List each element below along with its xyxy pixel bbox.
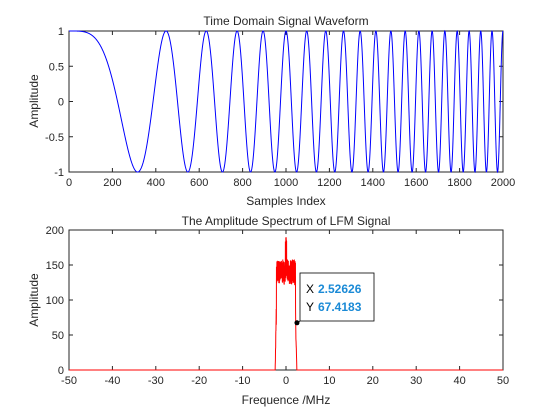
time-domain-x-tick-label: 400 [147, 177, 165, 189]
time-domain-y-tick-label: -0.5 [45, 132, 64, 144]
time-domain-plot-box [68, 30, 504, 173]
spectrum-x-tick-label: -30 [148, 375, 164, 387]
time-domain-x-tick-label: 200 [103, 177, 121, 189]
datatip-y-label: Y [306, 300, 314, 314]
time-domain-x-tick-label: 1600 [404, 177, 428, 189]
spectrum-x-tick-label: -50 [61, 375, 77, 387]
datatip-box [299, 272, 375, 322]
time-domain-xlabel: Samples Index [246, 194, 325, 208]
datatip-x-value: 2.52626 [318, 282, 362, 296]
datatip-x-label: X [306, 282, 314, 296]
datatip[interactable]: X 2.52626 Y 67.4183 [294, 272, 375, 326]
spectrum-y-tick-label: 100 [46, 295, 64, 307]
time-domain-y-tick-label: 0.5 [49, 61, 64, 73]
spectrum-ylabel: Amplitude [27, 273, 41, 327]
spectrum-x-tick-label: 10 [323, 375, 335, 387]
spectrum-x-tick-label: -40 [104, 375, 120, 387]
spectrum-x-tick-label: 40 [453, 375, 465, 387]
time-domain-waveform-line [69, 29, 504, 174]
spectrum-y-ticks: 0 50 100 150 200 [46, 225, 503, 377]
spectrum-y-tick-label: 200 [46, 225, 64, 237]
spectrum-x-tick-label: -10 [235, 375, 251, 387]
time-domain-ylabel: Amplitude [27, 74, 41, 128]
time-domain-x-tick-label: 1800 [447, 177, 471, 189]
time-domain-x-tick-label: 600 [190, 177, 208, 189]
spectrum-x-tick-label: 20 [367, 375, 379, 387]
time-domain-title: Time Domain Signal Waveform [203, 14, 368, 28]
spectrum-axes: The Amplitude Spectrum of LFM Signal -50… [27, 214, 509, 407]
time-domain-x-ticks: 0 200 400 600 800 1000 1200 1400 1600 1800 2000 [66, 31, 515, 189]
time-domain-y-tick-label: -1 [54, 167, 64, 179]
time-domain-y-tick-label: 1 [58, 26, 64, 38]
time-domain-y-tick-label: 0 [58, 97, 64, 109]
time-domain-x-tick-label: 2000 [491, 177, 515, 189]
time-domain-x-tick-label: 1200 [317, 177, 341, 189]
spectrum-y-tick-label: 50 [52, 330, 64, 342]
time-domain-y-ticks: -1 -0.5 0 0.5 1 [45, 26, 503, 179]
time-domain-x-tick-label: 1400 [361, 177, 385, 189]
spectrum-x-tick-label: -20 [191, 375, 207, 387]
spectrum-line [69, 237, 503, 371]
spectrum-y-tick-label: 0 [58, 365, 64, 377]
spectrum-title: The Amplitude Spectrum of LFM Signal [182, 214, 391, 228]
spectrum-y-tick-label: 150 [46, 260, 64, 272]
datatip-y-value: 67.4183 [318, 300, 362, 314]
time-domain-x-tick-label: 0 [66, 177, 72, 189]
time-domain-x-tick-label: 800 [233, 177, 251, 189]
spectrum-x-tick-label: 30 [410, 375, 422, 387]
datatip-marker[interactable] [294, 320, 300, 326]
time-domain-x-tick-label: 1000 [274, 177, 298, 189]
spectrum-x-tick-label: 0 [283, 375, 289, 387]
spectrum-x-tick-label: 50 [497, 375, 509, 387]
spectrum-x-ticks: -50 -40 -30 -20 -10 0 10 20 30 40 50 [61, 230, 509, 387]
spectrum-xlabel: Frequence /MHz [242, 393, 331, 407]
time-domain-axes: Time Domain Signal Waveform 0 200 400 600 80… [27, 14, 515, 208]
